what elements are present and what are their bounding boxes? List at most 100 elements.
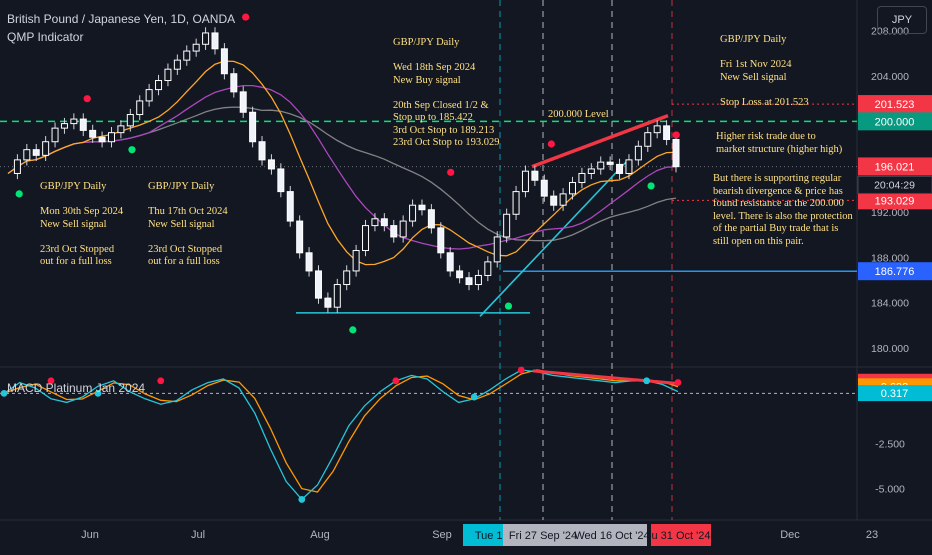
candle-up <box>578 172 586 184</box>
macd-cross-dot <box>392 377 400 385</box>
candle-up <box>371 218 379 227</box>
currency-selector[interactable]: JPY <box>877 6 927 34</box>
time-axis-tag <box>503 524 583 546</box>
time-axis-label: Jun <box>81 529 99 541</box>
time-axis-tag-label: u 31 Oct '24 <box>652 530 711 542</box>
sell-signal-dot <box>242 13 250 21</box>
time-axis-label: 23 <box>866 529 878 541</box>
candle-up <box>333 284 341 308</box>
candle-down <box>465 277 473 286</box>
candle-up <box>569 182 577 195</box>
sell-signal-dot <box>672 131 680 139</box>
annotation-sell-signal-sep: GBP/JPY Daily Mon 30th Sep 2024 New Sell… <box>40 181 124 267</box>
candle-down <box>540 179 548 197</box>
candle-up <box>597 161 605 170</box>
candle-down <box>456 270 464 279</box>
candle-up <box>183 50 191 61</box>
price-scale-tag-label: 196.021 <box>875 161 915 173</box>
candle-up <box>173 59 181 70</box>
time-axis-tag <box>651 524 711 546</box>
annotation-sell-signal-nov: GBP/JPY Daily Fri 1st Nov 2024 New Sell … <box>720 34 809 108</box>
candle-up <box>164 68 172 82</box>
candle-down <box>550 195 558 206</box>
price-scale-tag <box>858 112 932 131</box>
candle-up <box>107 132 115 143</box>
candle-up <box>409 204 417 222</box>
candle-down <box>258 141 266 161</box>
sell-signal-dot <box>547 140 555 148</box>
symbol-title: British Pound / Japanese Yen, 1D, OANDA <box>7 12 236 26</box>
divergence-price-line <box>531 114 669 169</box>
annotation-buy-signal: GBP/JPY Daily Wed 18th Sep 2024 New Buy … <box>393 37 500 148</box>
macd-cross-dot <box>157 377 165 385</box>
candle-down <box>296 220 304 254</box>
candle-down <box>220 48 228 75</box>
candle-down <box>418 204 426 211</box>
price-tick-label: 208.000 <box>871 26 909 38</box>
macd-cross-dot <box>94 389 102 397</box>
candle-down <box>606 161 614 165</box>
buy-signal-dot <box>349 326 357 334</box>
candle-down <box>277 168 285 193</box>
candle-down <box>324 297 332 308</box>
macd-cross-dot <box>298 496 306 503</box>
candle-up <box>653 125 661 134</box>
macd-cross-dot <box>470 393 478 401</box>
candle-up <box>503 213 511 238</box>
macd-title: MACD Platinum Jan 2024 <box>7 381 146 395</box>
candle-down <box>98 136 106 143</box>
candle-up <box>484 261 492 276</box>
candle-down <box>79 118 87 131</box>
price-scale-tag <box>858 191 932 210</box>
candle-down <box>437 227 445 254</box>
divergence-macd-line <box>532 369 679 385</box>
time-axis-tag-label: Fri 27 Sep '24 <box>509 530 577 542</box>
macd-cross-dot <box>643 377 651 385</box>
candle-up <box>145 89 153 102</box>
time-axis-label: Jul <box>191 529 205 541</box>
buy-signal-dot <box>15 190 23 198</box>
candle-down <box>427 209 435 229</box>
candle-down <box>380 218 388 227</box>
macd-tick-label: -5.000 <box>875 484 905 496</box>
price-tick-label: 192.000 <box>871 207 909 219</box>
candle-up <box>559 193 567 206</box>
candle-up <box>192 43 200 52</box>
macd-cross-dot <box>674 379 682 386</box>
candle-up <box>625 159 633 174</box>
ma-mid-line <box>7 84 677 250</box>
candle-up <box>474 274 482 286</box>
candle-up <box>117 125 125 134</box>
macd-cross-dot <box>0 389 8 397</box>
candle-up <box>634 145 642 161</box>
price-scale-tag-label: 201.523 <box>875 99 915 111</box>
time-axis-label: Dec <box>780 529 800 541</box>
candle-up <box>136 100 144 116</box>
candle-down <box>32 149 40 156</box>
candle-up <box>42 141 50 156</box>
price-tick-label: 188.000 <box>871 252 909 264</box>
candle-up <box>126 114 134 127</box>
time-axis-tag-label: Wed 16 Oct '24 <box>574 530 649 542</box>
candle-down <box>305 252 313 272</box>
candle-up <box>60 123 68 129</box>
candle-down <box>286 191 294 222</box>
candle-up <box>521 170 529 193</box>
annotation-divergence: But there is supporting regular bearish … <box>713 173 853 247</box>
candle-up <box>23 149 31 161</box>
annotation-higher-risk: Higher risk trade due to market structur… <box>716 131 843 155</box>
price-scale-tag <box>858 95 932 114</box>
sell-signal-dot <box>447 168 455 176</box>
candle-down <box>446 252 454 272</box>
candle-down <box>267 159 275 170</box>
time-axis-tag <box>577 524 647 546</box>
candle-down <box>239 91 247 113</box>
price-scale-tag <box>858 157 932 176</box>
price-tick-label: 180.000 <box>871 343 909 355</box>
macd-tick-label: -2.500 <box>875 439 905 451</box>
time-axis-label: Sep <box>432 529 452 541</box>
candle-down <box>616 163 624 174</box>
price-tick-label: 184.000 <box>871 298 909 310</box>
buy-signal-dot <box>647 182 655 190</box>
